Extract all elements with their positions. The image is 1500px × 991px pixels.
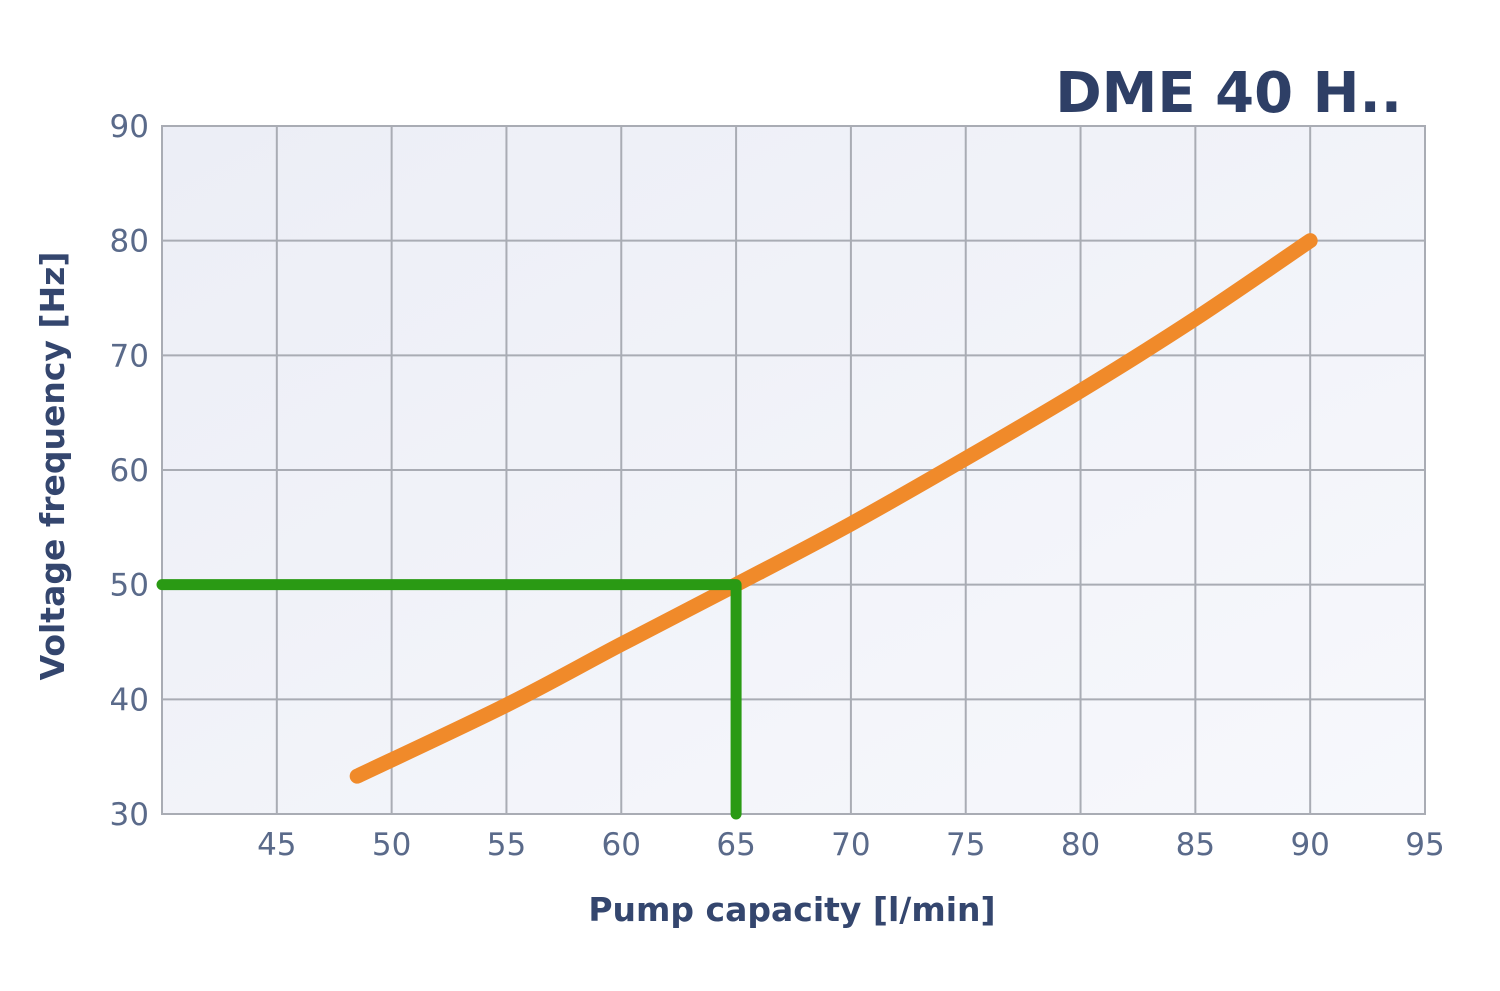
series-group [349,233,1318,784]
y-tick-label-40: 40 [110,682,149,718]
x-tick-label-45: 45 [257,827,296,863]
y-axis-ticks: 30 40 50 60 70 80 90 [110,109,149,833]
x-tick-label-85: 85 [1176,827,1215,863]
series-line-0 [349,233,1318,784]
x-tick-label-50: 50 [372,827,411,863]
reference-line-0 [156,579,742,820]
y-tick-label-90: 90 [110,109,149,145]
y-tick-label-80: 80 [110,224,149,260]
x-axis-ticks: 45 50 55 60 65 70 75 80 85 90 95 [257,827,1445,863]
y-axis-title: Voltage frequency [Hz] [33,252,72,681]
x-tick-label-95: 95 [1405,827,1444,863]
x-tick-label-90: 90 [1290,827,1329,863]
x-tick-label-65: 65 [716,827,755,863]
y-tick-label-30: 30 [110,797,149,833]
x-tick-label-60: 60 [602,827,641,863]
y-tick-label-70: 70 [110,338,149,374]
x-tick-label-75: 75 [946,827,985,863]
reference-lines [156,579,742,820]
x-tick-label-55: 55 [487,827,526,863]
y-tick-label-50: 50 [110,568,149,604]
x-tick-label-80: 80 [1061,827,1100,863]
y-tick-label-60: 60 [110,453,149,489]
x-axis-title: Pump capacity [l/min] [588,890,995,929]
x-tick-label-70: 70 [831,827,870,863]
chart-title: DME 40 H.. [1055,61,1402,126]
